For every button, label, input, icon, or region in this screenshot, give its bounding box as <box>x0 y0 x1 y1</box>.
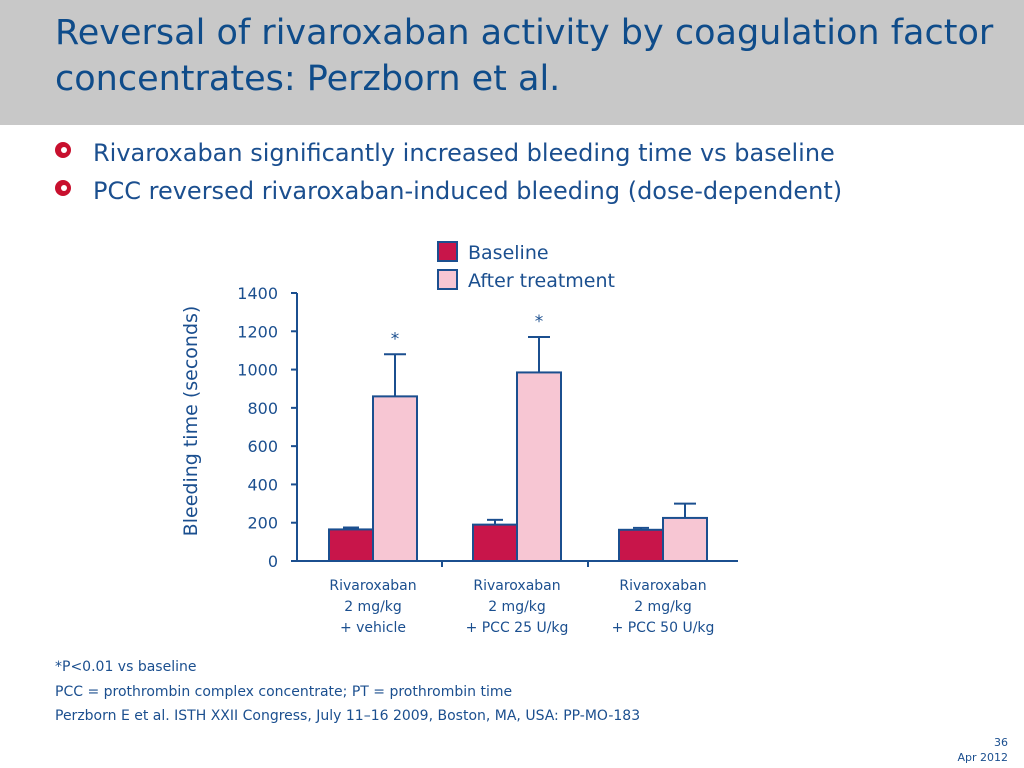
x-category-label: Rivaroxaban <box>473 578 560 594</box>
bullet-dot-icon <box>55 180 71 196</box>
bullet-list: Rivaroxaban significantly increased blee… <box>55 136 842 212</box>
x-category-label: + PCC 50 U/kg <box>612 620 715 636</box>
slide-date: Apr 2012 <box>957 751 1008 764</box>
x-category-label: + vehicle <box>340 620 406 636</box>
y-tick-label: 400 <box>247 475 278 494</box>
x-category-label: 2 mg/kg <box>634 599 692 615</box>
bar-after-treatment <box>662 516 708 563</box>
page-info: 36 Apr 2012 <box>957 735 1008 765</box>
bar-after-treatment <box>516 371 562 563</box>
y-tick-label: 0 <box>268 552 278 571</box>
bullet-text: PCC reversed rivaroxaban-induced bleedin… <box>93 177 843 205</box>
title-bar <box>0 0 1024 125</box>
significance-marker: * <box>391 329 400 349</box>
y-tick-label: 800 <box>247 399 278 418</box>
significance-marker: * <box>535 312 544 332</box>
x-category-label: + PCC 25 U/kg <box>466 620 569 636</box>
bar-baseline <box>618 528 664 562</box>
x-category-label: 2 mg/kg <box>344 599 402 615</box>
y-tick-label: 1000 <box>237 361 278 380</box>
footnote-abbreviations: PCC = prothrombin complex concentrate; P… <box>55 683 513 700</box>
legend-swatch <box>437 241 458 262</box>
bullet-item: Rivaroxaban significantly increased blee… <box>55 136 842 174</box>
x-category-label: Rivaroxaban <box>619 578 706 594</box>
bullet-text: Rivaroxaban significantly increased blee… <box>93 139 835 167</box>
bar-baseline <box>328 528 374 563</box>
bullet-item: PCC reversed rivaroxaban-induced bleedin… <box>55 174 842 212</box>
y-axis-label: Bleeding time (seconds) <box>180 306 202 537</box>
x-category-label: 2 mg/kg <box>488 599 546 615</box>
bullet-dot-icon <box>55 142 71 158</box>
footnote-reference: Perzborn E et al. ISTH XXII Congress, Ju… <box>55 708 641 724</box>
y-tick-label: 1200 <box>237 322 278 341</box>
slide-title: Reversal of rivaroxaban activity by coag… <box>55 13 994 99</box>
footnotes: *P<0.01 vs baseline PCC = prothrombin co… <box>55 655 640 729</box>
x-category-label: Rivaroxaban <box>329 578 416 594</box>
page-number: 36 <box>994 736 1008 749</box>
y-tick-label: 600 <box>247 437 278 456</box>
legend-label: After treatment <box>468 270 615 292</box>
legend-swatch <box>437 269 458 290</box>
legend-label: Baseline <box>468 242 549 264</box>
bar-after-treatment <box>372 395 418 562</box>
footnote-significance: *P<0.01 vs baseline <box>55 659 197 675</box>
bar-baseline <box>472 523 518 563</box>
y-tick-label: 1400 <box>237 284 278 303</box>
y-tick-label: 200 <box>247 514 278 533</box>
